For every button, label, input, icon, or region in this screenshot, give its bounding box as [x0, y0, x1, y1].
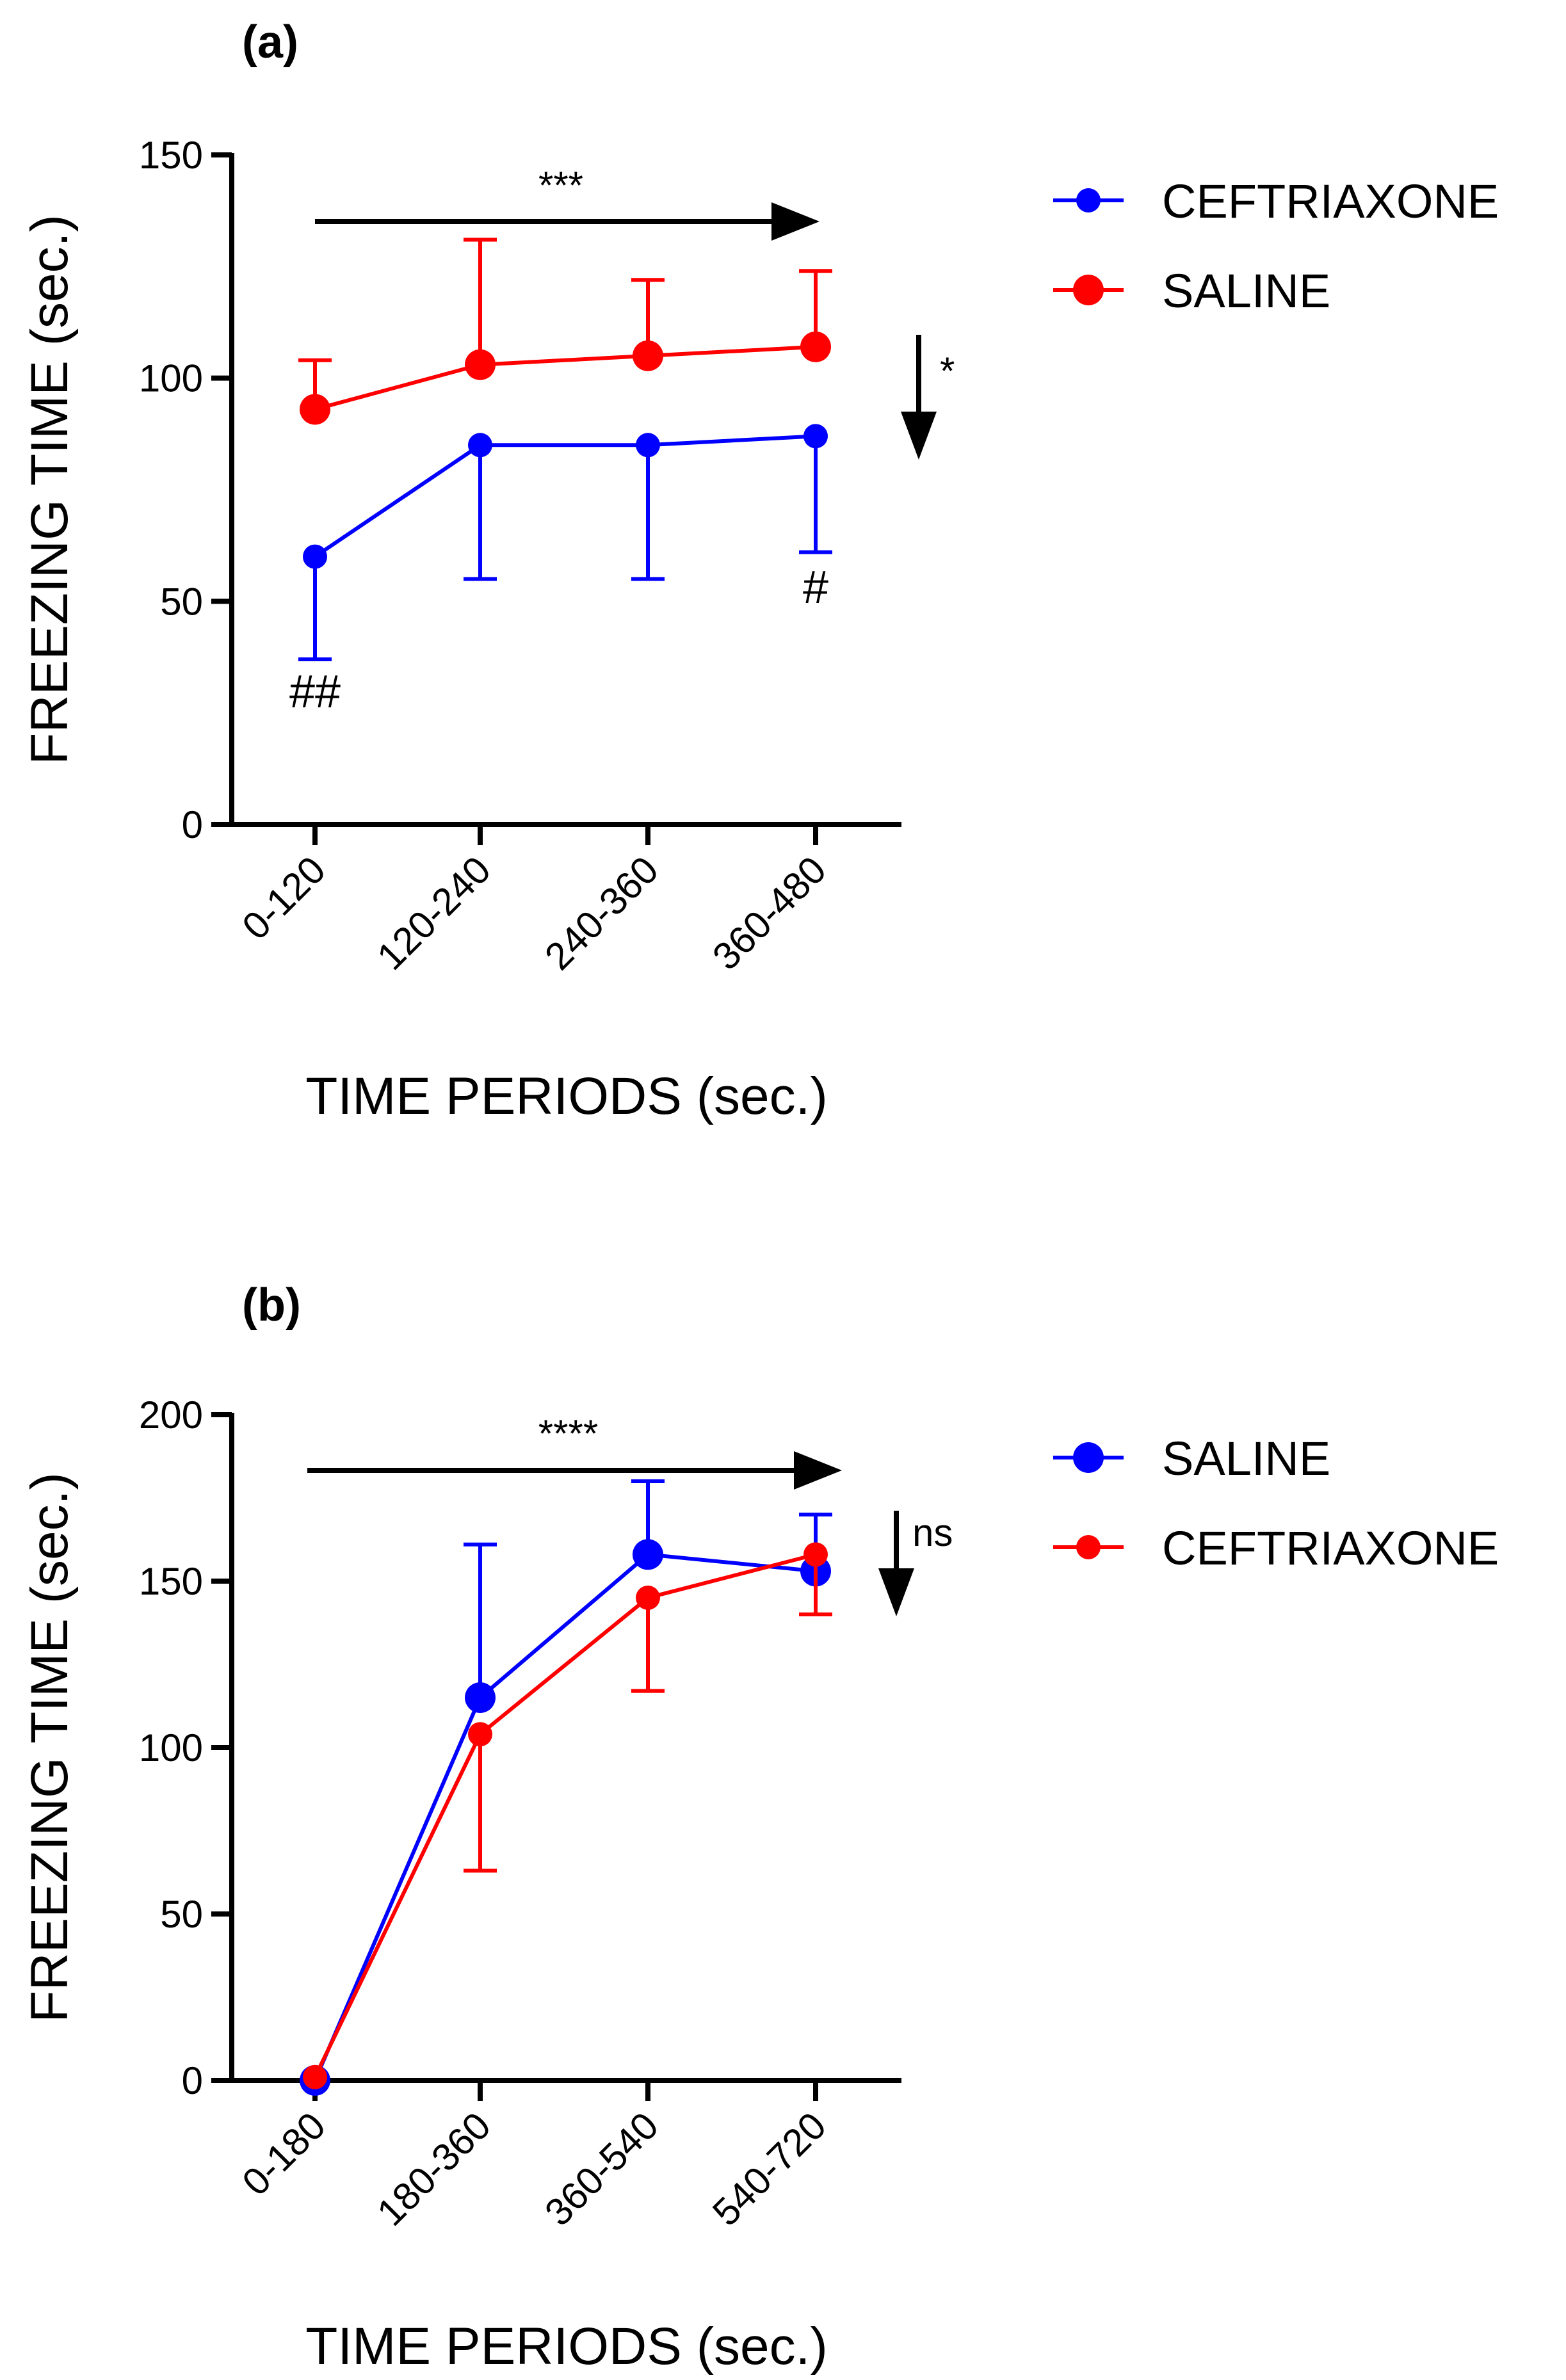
panel-label: (a): [242, 17, 298, 68]
legend-label: SALINE: [1162, 264, 1330, 318]
x-axis-title: TIME PERIODS (sec.): [305, 2317, 828, 2376]
series-1: [298, 237, 832, 425]
data-point: [468, 1722, 492, 1747]
y-tick-label: 50: [160, 1893, 203, 1936]
data-point: [636, 433, 660, 458]
y-axis-title: FREEZING TIME (sec.): [20, 1472, 79, 2023]
y-tick-label: 0: [182, 803, 203, 846]
series-line: [314, 434, 816, 559]
data-point: [300, 394, 330, 425]
legend-label: CEFTRIAXONE: [1162, 1522, 1499, 1575]
y-tick-label: 50: [160, 580, 203, 623]
group-arrow-head: [901, 412, 937, 460]
chart-panel-a: (a) 0 50 100 150 0-120 120-240 240-360 360-480 FR…: [20, 17, 1499, 1125]
group-arrow-head: [878, 1568, 914, 1616]
series-line: [313, 1552, 816, 2082]
hash-annotation: #: [803, 562, 828, 613]
data-point: [803, 424, 828, 449]
series-1: [303, 1542, 832, 2089]
data-point: [633, 340, 663, 371]
legend-marker: [1073, 275, 1104, 305]
data-point: [803, 1542, 828, 1567]
trend-arrow-head: [771, 202, 819, 241]
legend-label: SALINE: [1162, 1432, 1330, 1485]
legend-marker: [1076, 1535, 1101, 1559]
trend-arrow-head: [794, 1451, 842, 1490]
x-tick-label: 0-180: [234, 2104, 334, 2204]
data-point: [633, 1539, 663, 1570]
series-0: [300, 1479, 832, 2096]
data-point: [465, 1682, 496, 1713]
group-significance-label: *: [940, 350, 955, 392]
data-point: [303, 544, 327, 569]
legend-marker: [1073, 1442, 1104, 1473]
series-line: [313, 1552, 816, 2078]
y-tick-label: 100: [139, 357, 203, 400]
x-tick-label: 180-360: [369, 2104, 499, 2234]
y-tick-label: 0: [182, 2059, 203, 2102]
chart-panel-b: (b) 0 50 100 150 200 0-180 180-360 360-540 540-72…: [20, 1280, 1499, 2376]
y-tick-label: 100: [139, 1726, 203, 1769]
series-line: [314, 344, 816, 412]
data-point: [800, 331, 831, 362]
legend-marker: [1076, 188, 1101, 213]
group-significance-label: ns: [912, 1511, 953, 1554]
data-point: [636, 1586, 660, 1610]
y-axis-title: FREEZING TIME (sec.): [20, 214, 79, 765]
y-tick-label: 150: [139, 134, 203, 177]
trend-significance-label: ****: [538, 1412, 598, 1455]
x-tick-label: 240-360: [537, 848, 666, 978]
data-point: [303, 2064, 327, 2089]
panel-label: (b): [242, 1280, 301, 1331]
legend-label: CEFTRIAXONE: [1162, 175, 1499, 228]
hash-annotation: ##: [289, 666, 341, 718]
x-tick-label: 360-540: [537, 2104, 666, 2234]
data-point: [468, 433, 492, 458]
series-0: [298, 424, 832, 661]
x-tick-label: 120-240: [369, 848, 499, 978]
data-point: [465, 349, 496, 380]
trend-significance-label: ***: [538, 164, 583, 207]
x-tick-label: 0-120: [234, 848, 334, 948]
x-tick-label: 540-720: [704, 2104, 834, 2234]
y-tick-label: 200: [139, 1394, 203, 1436]
x-tick-label: 360-480: [704, 848, 834, 978]
x-axis-title: TIME PERIODS (sec.): [305, 1067, 828, 1125]
y-tick-label: 150: [139, 1560, 203, 1603]
